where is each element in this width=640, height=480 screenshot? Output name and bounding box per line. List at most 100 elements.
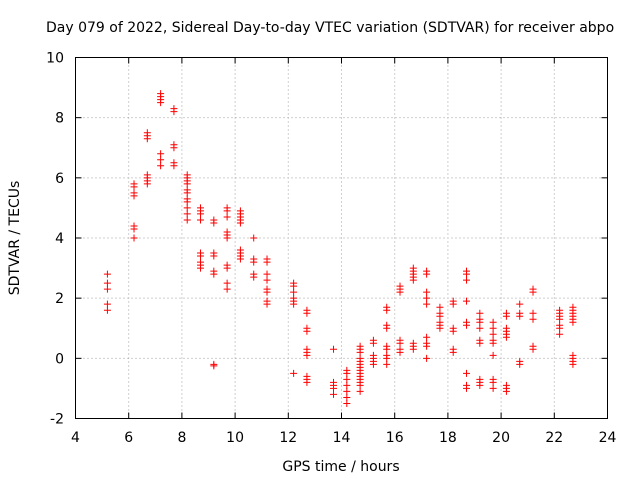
data-point <box>183 198 191 206</box>
data-point <box>476 309 484 317</box>
data-point <box>250 273 258 281</box>
data-point <box>330 390 338 398</box>
data-point <box>489 324 497 332</box>
data-point <box>569 318 577 326</box>
data-point <box>223 285 231 293</box>
data-point <box>502 387 510 395</box>
data-point <box>383 306 391 314</box>
data-point <box>183 216 191 224</box>
grid-lines <box>75 57 608 419</box>
data-point <box>502 312 510 320</box>
data-point <box>103 306 111 314</box>
data-point <box>130 225 138 233</box>
data-point <box>516 312 524 320</box>
x-tick-label: 10 <box>226 430 244 446</box>
y-tick-label: 10 <box>46 51 64 67</box>
x-tick-label: 12 <box>279 430 297 446</box>
data-point <box>463 276 471 284</box>
data-point <box>303 327 311 335</box>
data-point <box>343 381 351 389</box>
data-point <box>170 144 178 152</box>
data-point <box>423 294 431 302</box>
data-point <box>502 333 510 341</box>
data-point <box>170 108 178 116</box>
data-point <box>210 270 218 278</box>
data-point <box>556 315 564 323</box>
data-point <box>516 300 524 308</box>
data-point <box>383 345 391 353</box>
data-point <box>263 276 271 284</box>
data-point <box>303 351 311 359</box>
data-point <box>197 210 205 218</box>
chart-title: Day 079 of 2022, Sidereal Day-to-day VTE… <box>46 20 614 36</box>
data-point <box>423 342 431 350</box>
x-tick-label: 22 <box>545 430 563 446</box>
data-point <box>516 360 524 368</box>
data-point <box>183 180 191 188</box>
data-point <box>250 234 258 242</box>
data-point <box>489 330 497 338</box>
data-point <box>423 300 431 308</box>
y-tick-label: 2 <box>55 291 64 307</box>
data-point <box>343 387 351 395</box>
data-point <box>489 384 497 392</box>
data-point <box>210 362 218 370</box>
data-point <box>183 189 191 197</box>
data-point <box>223 264 231 272</box>
data-point <box>263 270 271 278</box>
data-point <box>369 339 377 347</box>
data-point <box>356 381 364 389</box>
data-point <box>263 288 271 296</box>
data-point <box>236 255 244 263</box>
data-point <box>529 288 537 296</box>
data-point <box>210 252 218 260</box>
data-points <box>103 90 577 407</box>
data-point <box>103 279 111 287</box>
x-tick-label: 24 <box>599 430 617 446</box>
data-point <box>263 300 271 308</box>
data-point <box>449 300 457 308</box>
data-point <box>489 351 497 359</box>
data-point <box>489 318 497 326</box>
data-point <box>197 264 205 272</box>
data-point <box>463 321 471 329</box>
data-point <box>383 360 391 368</box>
data-point <box>463 270 471 278</box>
data-point <box>250 258 258 266</box>
y-tick-label: 4 <box>55 231 64 247</box>
y-axis-title: SDTVAR / TECUs <box>7 181 23 296</box>
data-point <box>423 333 431 341</box>
data-point <box>143 135 151 143</box>
data-point <box>223 279 231 287</box>
data-point <box>130 192 138 200</box>
x-tick-label: 20 <box>492 430 510 446</box>
data-point <box>290 300 298 308</box>
plot-frame <box>75 57 608 419</box>
data-point <box>476 381 484 389</box>
data-point <box>556 324 564 332</box>
data-point <box>197 252 205 260</box>
data-point <box>529 345 537 353</box>
data-point <box>396 288 404 296</box>
x-axis-title: GPS time / hours <box>282 459 399 475</box>
data-point <box>183 204 191 212</box>
data-point <box>556 330 564 338</box>
data-point <box>396 348 404 356</box>
data-point <box>183 210 191 218</box>
data-point <box>463 297 471 305</box>
data-point <box>103 270 111 278</box>
data-point <box>423 270 431 278</box>
data-point <box>436 303 444 311</box>
data-point <box>130 234 138 242</box>
data-point <box>449 327 457 335</box>
data-point <box>290 282 298 290</box>
data-point <box>223 213 231 221</box>
y-tick-label: 6 <box>55 171 64 187</box>
data-point <box>103 300 111 308</box>
data-point <box>330 345 338 353</box>
data-point <box>383 324 391 332</box>
data-point <box>356 387 364 395</box>
data-point <box>170 162 178 170</box>
data-point <box>290 288 298 296</box>
